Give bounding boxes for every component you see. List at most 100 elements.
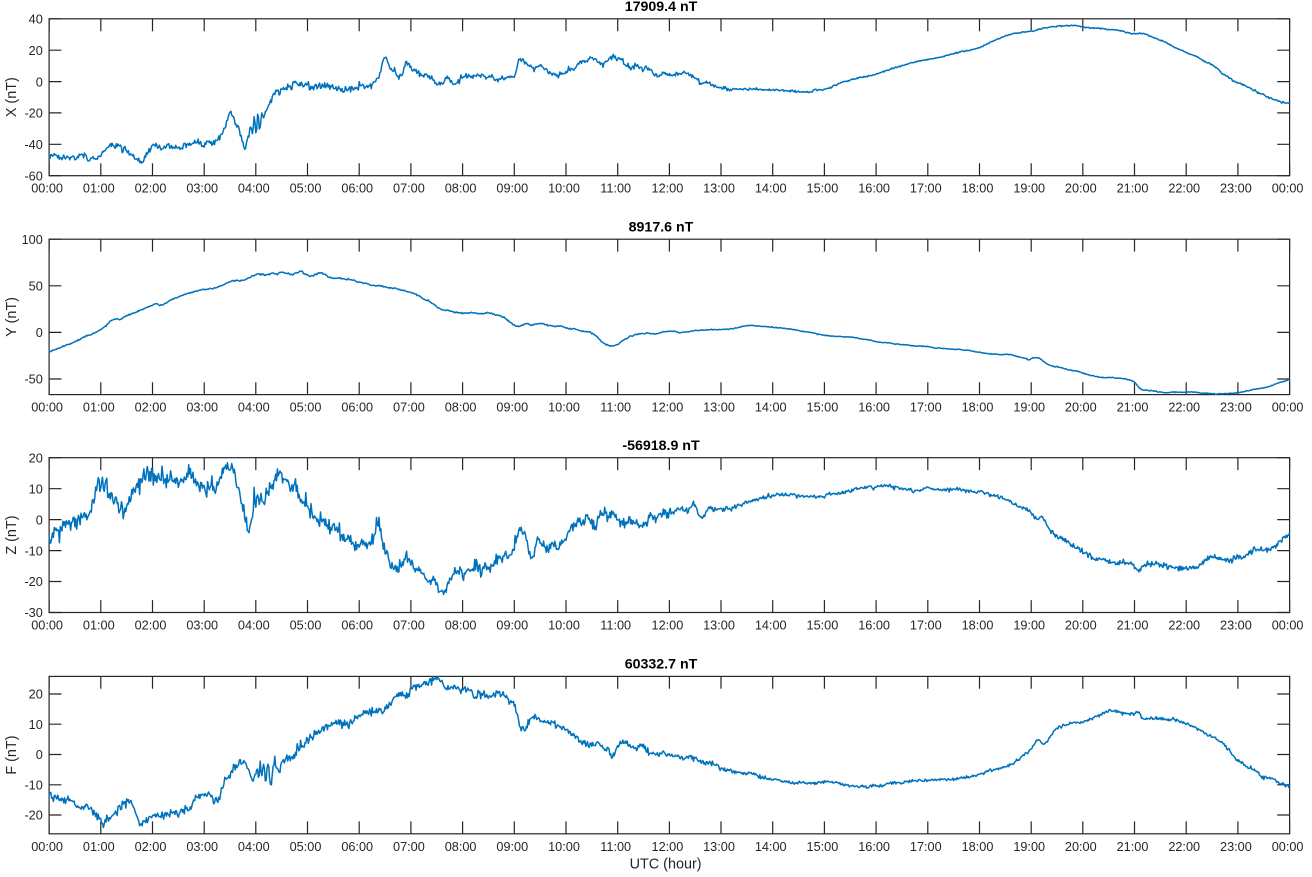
svg-text:20: 20 (29, 688, 43, 702)
svg-text:19:00: 19:00 (1013, 840, 1045, 854)
svg-text:00:00: 00:00 (31, 840, 63, 854)
svg-text:07:00: 07:00 (393, 619, 425, 633)
svg-text:16:00: 16:00 (858, 401, 890, 415)
svg-text:09:00: 09:00 (496, 840, 528, 854)
svg-text:-20: -20 (24, 809, 42, 823)
svg-text:01:00: 01:00 (83, 840, 115, 854)
svg-text:19:00: 19:00 (1013, 182, 1045, 196)
svg-text:09:00: 09:00 (496, 401, 528, 415)
svg-text:20:00: 20:00 (1065, 182, 1097, 196)
svg-text:22:00: 22:00 (1168, 840, 1200, 854)
svg-text:17:00: 17:00 (910, 619, 942, 633)
svg-text:04:00: 04:00 (238, 401, 270, 415)
svg-text:08:00: 08:00 (445, 619, 477, 633)
svg-text:00:00: 00:00 (1272, 840, 1304, 854)
svg-text:11:00: 11:00 (600, 401, 631, 415)
svg-text:10:00: 10:00 (548, 840, 580, 854)
svg-text:14:00: 14:00 (755, 182, 787, 196)
svg-text:10: 10 (29, 482, 43, 496)
svg-text:09:00: 09:00 (496, 619, 528, 633)
svg-text:-20: -20 (24, 107, 42, 121)
svg-text:02:00: 02:00 (135, 182, 167, 196)
svg-text:05:00: 05:00 (290, 182, 322, 196)
svg-text:0: 0 (36, 326, 43, 340)
svg-text:21:00: 21:00 (1117, 182, 1149, 196)
svg-text:0: 0 (36, 75, 43, 89)
svg-text:12:00: 12:00 (652, 401, 684, 415)
svg-text:0: 0 (36, 513, 43, 527)
svg-text:X (nT): X (nT) (4, 77, 20, 117)
svg-text:10:00: 10:00 (548, 401, 580, 415)
svg-text:40: 40 (29, 13, 43, 27)
svg-text:15:00: 15:00 (807, 182, 839, 196)
svg-text:16:00: 16:00 (858, 182, 890, 196)
svg-text:10:00: 10:00 (548, 619, 580, 633)
svg-text:Y (nT): Y (nT) (4, 297, 20, 337)
svg-text:21:00: 21:00 (1117, 619, 1149, 633)
svg-text:05:00: 05:00 (290, 619, 322, 633)
svg-text:05:00: 05:00 (290, 840, 322, 854)
svg-text:12:00: 12:00 (652, 182, 684, 196)
svg-text:20: 20 (29, 44, 43, 58)
svg-text:21:00: 21:00 (1117, 840, 1149, 854)
svg-text:06:00: 06:00 (341, 401, 373, 415)
svg-text:23:00: 23:00 (1220, 182, 1252, 196)
svg-text:UTC (hour): UTC (hour) (630, 857, 702, 872)
svg-text:02:00: 02:00 (135, 401, 167, 415)
svg-text:08:00: 08:00 (445, 840, 477, 854)
svg-text:03:00: 03:00 (186, 401, 218, 415)
svg-text:03:00: 03:00 (186, 182, 218, 196)
svg-text:-60: -60 (24, 169, 42, 183)
svg-text:11:00: 11:00 (600, 840, 631, 854)
svg-text:16:00: 16:00 (858, 840, 890, 854)
svg-text:08:00: 08:00 (445, 401, 477, 415)
svg-text:23:00: 23:00 (1220, 401, 1252, 415)
svg-text:20: 20 (29, 451, 43, 465)
svg-text:04:00: 04:00 (238, 840, 270, 854)
svg-text:-56918.9 nT: -56918.9 nT (622, 438, 700, 454)
svg-text:0: 0 (36, 748, 43, 762)
svg-text:06:00: 06:00 (341, 840, 373, 854)
svg-text:10: 10 (29, 718, 43, 732)
svg-text:18:00: 18:00 (962, 619, 994, 633)
svg-text:12:00: 12:00 (652, 619, 684, 633)
svg-text:22:00: 22:00 (1168, 401, 1200, 415)
svg-text:07:00: 07:00 (393, 840, 425, 854)
svg-text:13:00: 13:00 (703, 401, 735, 415)
svg-text:22:00: 22:00 (1168, 619, 1200, 633)
svg-text:04:00: 04:00 (238, 619, 270, 633)
svg-text:03:00: 03:00 (186, 619, 218, 633)
svg-text:04:00: 04:00 (238, 182, 270, 196)
svg-text:00:00: 00:00 (1272, 619, 1304, 633)
svg-text:17:00: 17:00 (910, 182, 942, 196)
svg-text:02:00: 02:00 (135, 840, 167, 854)
svg-text:18:00: 18:00 (962, 840, 994, 854)
svg-text:01:00: 01:00 (83, 619, 115, 633)
svg-text:00:00: 00:00 (1272, 401, 1304, 415)
svg-text:08:00: 08:00 (445, 182, 477, 196)
svg-text:15:00: 15:00 (807, 401, 839, 415)
svg-text:50: 50 (29, 280, 43, 294)
svg-text:00:00: 00:00 (31, 619, 63, 633)
svg-text:22:00: 22:00 (1168, 182, 1200, 196)
svg-text:20:00: 20:00 (1065, 840, 1097, 854)
svg-text:06:00: 06:00 (341, 182, 373, 196)
svg-text:11:00: 11:00 (600, 182, 631, 196)
svg-text:18:00: 18:00 (962, 401, 994, 415)
svg-text:20:00: 20:00 (1065, 401, 1097, 415)
svg-text:10:00: 10:00 (548, 182, 580, 196)
svg-text:23:00: 23:00 (1220, 619, 1252, 633)
svg-text:19:00: 19:00 (1013, 401, 1045, 415)
svg-text:-30: -30 (24, 606, 42, 620)
svg-text:17:00: 17:00 (910, 401, 942, 415)
svg-text:19:00: 19:00 (1013, 619, 1045, 633)
svg-text:02:00: 02:00 (135, 619, 167, 633)
svg-text:-10: -10 (24, 544, 42, 558)
svg-text:07:00: 07:00 (393, 401, 425, 415)
svg-text:Z (nT): Z (nT) (4, 516, 20, 555)
svg-text:00:00: 00:00 (1272, 182, 1304, 196)
svg-text:06:00: 06:00 (341, 619, 373, 633)
svg-text:F (nT): F (nT) (4, 736, 20, 775)
svg-text:17:00: 17:00 (910, 840, 942, 854)
svg-text:13:00: 13:00 (703, 182, 735, 196)
